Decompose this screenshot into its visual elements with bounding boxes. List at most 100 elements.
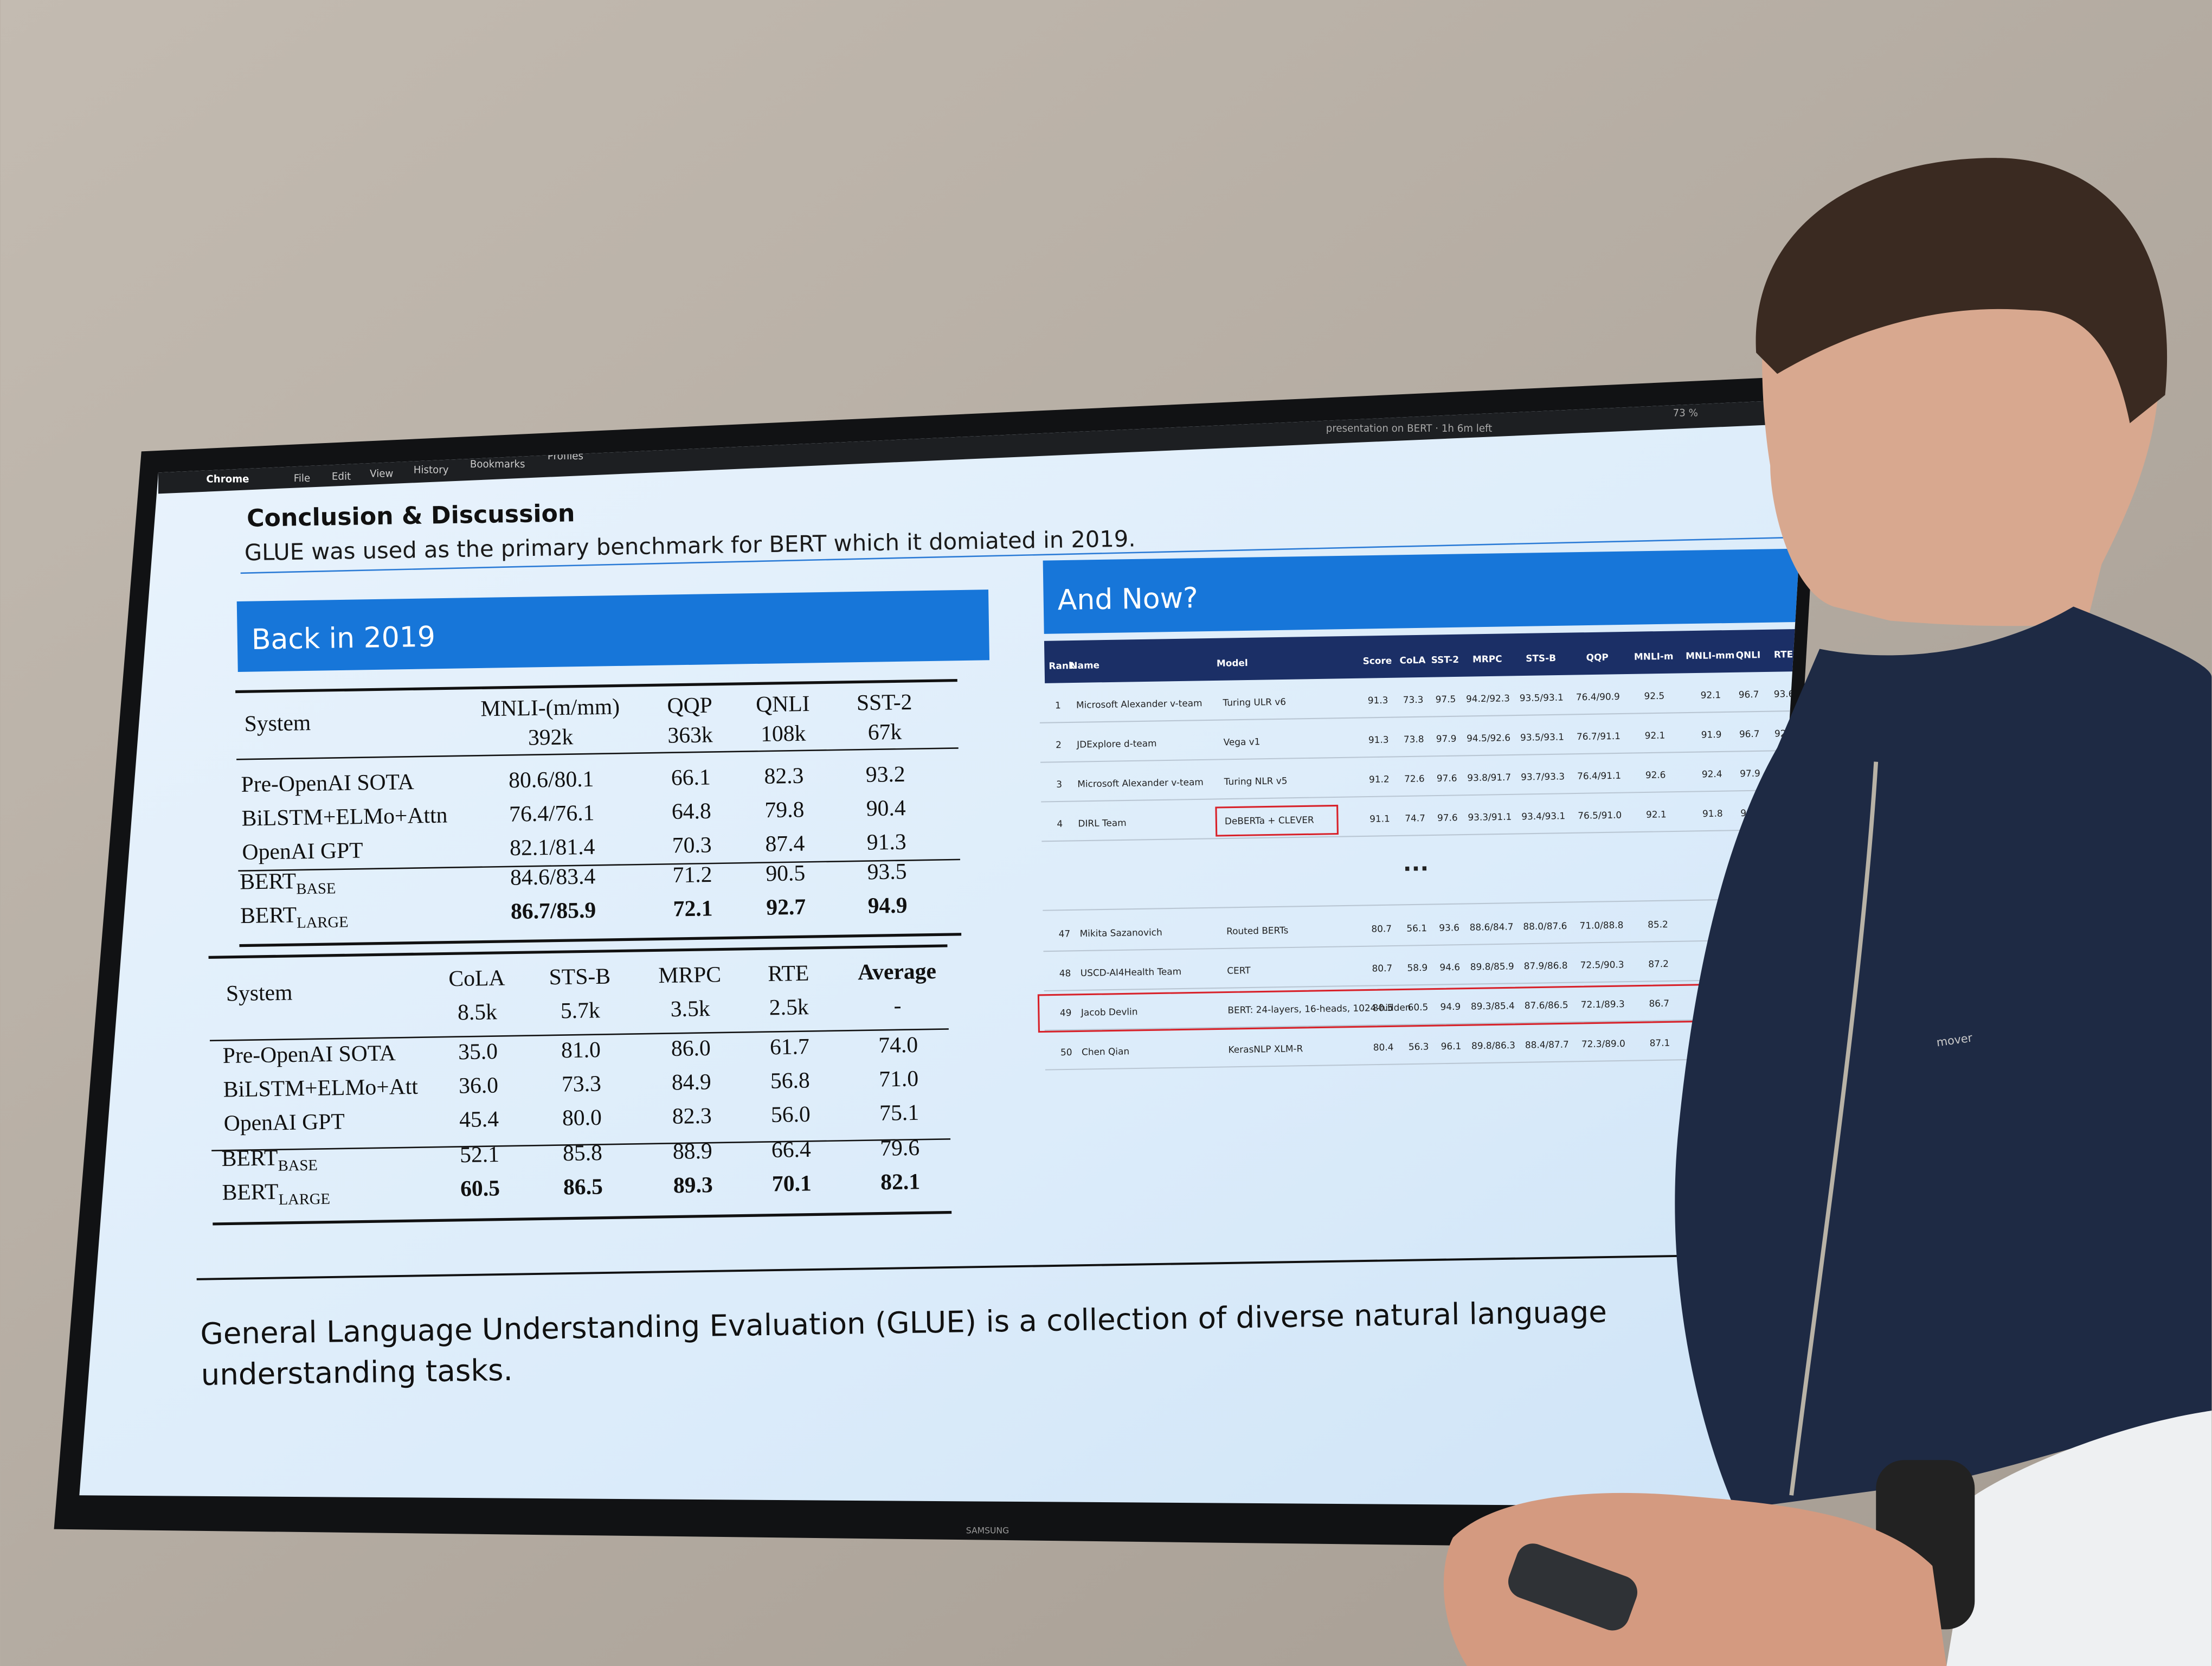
table-cell: 82.1: [880, 1169, 921, 1195]
leaderboard-header: MNLI-m: [1634, 651, 1674, 662]
leaderboard-cell: 97.6: [1437, 772, 1457, 784]
leaderboard-cell: 93.8/91.7: [1467, 772, 1511, 783]
leaderboard-cell: 1: [1055, 700, 1061, 710]
leaderboard-cell: 72.1/89.3: [1581, 998, 1625, 1010]
leaderboard-header: RTE: [1774, 649, 1793, 660]
leaderboard-cell: 91.3: [1368, 695, 1388, 706]
leaderboard-header: QNLI: [1736, 649, 1761, 661]
leaderboard-cell: CERT: [1227, 965, 1251, 976]
table-subheader: 363k: [667, 722, 713, 748]
leaderboard-cell: 92.5: [1644, 690, 1664, 702]
row-label-text: BERT: [221, 1145, 278, 1171]
table-subheader: 3.5k: [670, 996, 710, 1022]
table-cell: 82.3: [764, 764, 804, 789]
tv-brand: SAMSUNG: [966, 1526, 1009, 1535]
leaderboard-row-rule: [1039, 709, 1809, 723]
leaderboard-cell: 93.3/91.1: [1468, 811, 1512, 823]
leaderboard-cell: 91.9: [1701, 729, 1722, 740]
leaderboard-cell: 97.9: [1436, 733, 1457, 745]
menu-bar: [158, 399, 1809, 494]
row-label-text: BiLSTM+ELMo+Attn: [241, 803, 448, 831]
leaderboard-cell: 60.5: [1408, 1002, 1429, 1013]
leaderboard-cell: 56.3: [1409, 1041, 1429, 1053]
row-label-text: Pre-OpenAI SOTA: [223, 1041, 396, 1068]
table-header: QQP: [667, 693, 712, 719]
footer-rule: [196, 1253, 1809, 1280]
table-header: STS-B: [549, 964, 610, 990]
menu-item: History: [414, 464, 449, 476]
leaderboard-cell: 92.1: [1700, 689, 1721, 701]
leaderboard-cell: 48: [1059, 967, 1071, 978]
highlight-box: [1215, 804, 1339, 837]
presenter: mover: [1443, 158, 2212, 1666]
table-cell: 92.7: [766, 895, 806, 920]
leaderboard-cell: Vega v1: [1223, 736, 1260, 747]
row-label-sub: LARGE: [278, 1191, 330, 1208]
table-cell: 66.1: [671, 765, 711, 790]
table-cell: 86.0: [671, 1036, 711, 1061]
table-cell: 86.5: [563, 1174, 603, 1200]
leaderboard-cell: 4: [1057, 818, 1063, 829]
table-cell: 86.7/85.9: [511, 898, 596, 924]
table-cell: 56.8: [770, 1068, 811, 1093]
leaderboard-cell: 93.4/93.1: [1521, 810, 1565, 822]
table-cell: 64.8: [672, 799, 712, 824]
leaderboard-cell: 91.2: [1369, 773, 1390, 785]
leaderboard-cell: 76.4/90.9: [1576, 691, 1620, 702]
clicker: [1508, 1543, 1637, 1631]
leaderboard-cell: 94.9: [1440, 1001, 1461, 1013]
row-label: BiLSTM+ELMo+Att: [223, 1074, 418, 1103]
leaderboard-cell: Chen Qian: [1082, 1046, 1129, 1057]
leaderboard-cell: 89.3/85.4: [1471, 1000, 1515, 1011]
leaderboard-cell: 92.1: [1646, 809, 1667, 820]
table-rule: [236, 747, 959, 760]
leaderboard-cell: 72.5/90.3: [1580, 959, 1624, 970]
leaderboard-cell: 91.3: [1368, 734, 1389, 746]
leaderboard-cell: KerasNLP XLM-R: [1228, 1043, 1303, 1055]
leaderboard-cell: DeBERTa + CLEVER: [1225, 814, 1314, 826]
leaderboard-header: MNLI-mm: [1686, 650, 1735, 661]
leaderboard-row-rule: [1041, 789, 1809, 803]
leaderboard-cell: Mikita Sazanovich: [1079, 927, 1162, 939]
leaderboard-cell: 88.6/84.7: [1469, 921, 1513, 933]
row-label-sub: BASE: [278, 1157, 318, 1175]
right-heading-bg: [1043, 548, 1809, 634]
leaderboard-cell: DIRL Team: [1078, 817, 1126, 829]
leaderboard-cell: 80.5: [1373, 1002, 1393, 1014]
leaderboard-cell: 76.7/91.1: [1577, 731, 1621, 742]
leaderboard-cell: 85.2: [1648, 919, 1668, 930]
leaderboard-cell: 94.2/92.3: [1466, 693, 1510, 704]
leaderboard-cell: 49: [1060, 1007, 1072, 1018]
leaderboard-row-rule: [1043, 938, 1809, 952]
leaderboard-cell: 87.6/86.5: [1525, 999, 1568, 1011]
row-label: OpenAI GPT: [223, 1109, 345, 1136]
leaderboard-cell: 56.1: [1406, 922, 1427, 934]
highlight-row: [1037, 982, 1809, 1033]
table-cell: 56.0: [771, 1102, 811, 1127]
leaderboard-row-rule: [1040, 749, 1809, 763]
leaderboard-cell: USCD-AI4Health Team: [1081, 966, 1182, 978]
leaderboard-cell: 94.6: [1439, 962, 1460, 973]
table-cell: 88.9: [673, 1139, 713, 1164]
table-header: MNLI-(m/mm): [480, 694, 620, 721]
leaderboard-cell: 73.3: [1403, 694, 1424, 706]
menu-item: Edit: [332, 471, 351, 482]
table-cell: 93.2: [865, 762, 905, 787]
table-rule: [238, 858, 960, 872]
table-cell: 89.3: [673, 1172, 713, 1198]
leaderboard-cell: 89.8/86.3: [1471, 1040, 1515, 1051]
table-cell: 70.3: [672, 832, 712, 858]
table-cell: 35.0: [458, 1039, 498, 1065]
leaderboard-cell: 93.6: [1774, 688, 1795, 700]
table-cell: 60.5: [460, 1176, 500, 1201]
table-cell: 84.6/83.4: [510, 864, 596, 890]
leaderboard-cell: 87.1: [1649, 1037, 1670, 1049]
leaderboard-cell: 92.4: [1702, 768, 1722, 780]
row-label-text: Pre-OpenAI SOTA: [241, 770, 414, 797]
leaderboard-cell: 47: [1058, 928, 1070, 939]
row-label: OpenAI GPT: [242, 838, 363, 864]
leaderboard-header: Name: [1070, 659, 1099, 671]
leaderboard-cell: 92.6: [1645, 769, 1666, 780]
table-header: MRPC: [658, 962, 721, 988]
leaderboard-header: MRPC: [1472, 653, 1502, 665]
